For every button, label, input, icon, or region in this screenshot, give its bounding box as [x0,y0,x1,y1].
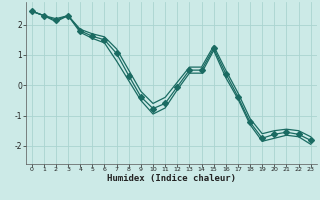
X-axis label: Humidex (Indice chaleur): Humidex (Indice chaleur) [107,174,236,183]
